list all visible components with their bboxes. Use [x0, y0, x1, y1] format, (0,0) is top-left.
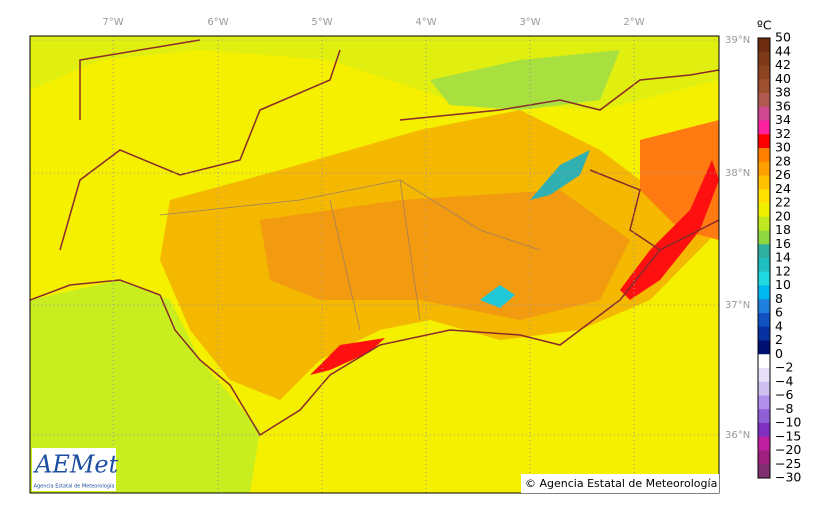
- colorbar-swatch: [758, 120, 770, 135]
- colorbar-swatch: [758, 368, 770, 383]
- colorbar-swatch: [758, 134, 770, 149]
- longitude-label: 2°W: [623, 17, 644, 28]
- colorbar-swatch: [758, 395, 770, 410]
- logo-subtitle: Agencia Estatal de Meteorología: [34, 483, 115, 490]
- colorbar-swatch: [758, 381, 770, 396]
- latitude-label: 36°N: [725, 430, 750, 441]
- colorbar-label: −20: [775, 442, 801, 457]
- graticule: [30, 36, 719, 493]
- colorbar-swatch: [758, 409, 770, 424]
- colorbar-swatch: [758, 436, 770, 451]
- hottest-coast: [310, 338, 385, 375]
- colorbar-swatch: [758, 354, 770, 369]
- cold-spot: [530, 150, 590, 200]
- latitude-label: 37°N: [725, 300, 750, 311]
- colorbar-label: 38: [775, 85, 791, 100]
- colorbar-label: −6: [775, 387, 793, 402]
- map-frame: [29, 35, 720, 494]
- longitude-label: 4°W: [415, 17, 436, 28]
- colorbar-label: 30: [775, 140, 791, 155]
- colorbar-swatch: [758, 326, 770, 341]
- colorbar-swatch: [758, 464, 770, 479]
- colorbar-label: 16: [775, 236, 791, 251]
- colorbar-label: 22: [775, 195, 791, 210]
- colorbar-swatch: [758, 216, 770, 231]
- colorbar-label: 4: [775, 318, 783, 333]
- colorbar-label: −25: [775, 456, 801, 471]
- colorbar-swatch: [758, 271, 770, 286]
- colorbar-label: −8: [775, 401, 793, 416]
- colorbar-swatch: [758, 258, 770, 273]
- cool-zone: [430, 50, 620, 110]
- colorbar-label: −30: [775, 470, 801, 485]
- hot-zone: [260, 190, 630, 320]
- colorbar-swatch: [758, 189, 770, 204]
- colorbar-swatch: [758, 285, 770, 300]
- colorbar-label: 12: [775, 263, 791, 278]
- latitude-label: 38°N: [725, 168, 750, 179]
- hottest-east: [620, 160, 719, 300]
- colorbar-swatch: [758, 65, 770, 80]
- colorbar-label: 34: [775, 112, 791, 127]
- colorbar-swatch: [758, 423, 770, 438]
- colorbar-label: −10: [775, 415, 801, 430]
- colorbar-swatch: [758, 51, 770, 66]
- latitude-label: 39°N: [725, 35, 750, 46]
- colorbar-swatch: [758, 93, 770, 108]
- colorbar-label: 32: [775, 126, 791, 141]
- colorbar-label: 26: [775, 167, 791, 182]
- colorbar-swatch: [758, 161, 770, 176]
- colorbar-label: 14: [775, 250, 791, 265]
- colorbar-label: 44: [775, 43, 791, 58]
- colorbar-label: 42: [775, 57, 791, 72]
- colorbar-swatch: [758, 313, 770, 328]
- colorbar-frame: [757, 37, 771, 479]
- colorbar-swatch: [758, 148, 770, 163]
- colorbar-swatch: [758, 230, 770, 245]
- colorbar-label: 24: [775, 181, 791, 196]
- logo-box: [32, 448, 116, 491]
- longitude-label: 6°W: [207, 17, 228, 28]
- colorbar-swatch: [758, 203, 770, 218]
- colorbar-label: 36: [775, 98, 791, 113]
- coastline: [30, 219, 719, 437]
- colorbar-label: 28: [775, 153, 791, 168]
- copyright-box: [521, 474, 719, 493]
- colorbar-label: 6: [775, 305, 783, 320]
- colorbar-unit: ºC: [757, 18, 772, 33]
- copyright: © Agencia Estatal de Meteorología: [525, 477, 717, 490]
- colorbar-swatch: [758, 175, 770, 190]
- colorbar-swatch: [758, 340, 770, 355]
- atlantic: [30, 280, 260, 493]
- colorbar-swatch: [758, 244, 770, 259]
- colorbar-label: −15: [775, 428, 801, 443]
- colorbar-swatch: [758, 299, 770, 314]
- border: [59, 39, 719, 251]
- colorbar-swatch: [758, 450, 770, 465]
- longitude-label: 3°W: [519, 17, 540, 28]
- colorbar-swatch: [758, 106, 770, 121]
- colorbar-label: 20: [775, 208, 791, 223]
- logo-name: AEMet: [33, 451, 119, 479]
- colorbar-label: 2: [775, 332, 783, 347]
- map-area: [30, 36, 719, 493]
- colorbar-label: 18: [775, 222, 791, 237]
- longitude-label: 7°W: [102, 17, 123, 28]
- colorbar-label: 8: [775, 291, 783, 306]
- colorbar-label: −2: [775, 360, 793, 375]
- colorbar-swatch: [758, 79, 770, 94]
- colorbar-swatch: [758, 38, 770, 53]
- colorbar-label: 10: [775, 277, 791, 292]
- province-border: [159, 179, 541, 331]
- colorbar-label: 0: [775, 346, 783, 361]
- colorbar-label: 40: [775, 71, 791, 86]
- cold-spot: [480, 285, 515, 308]
- colorbar-label: −4: [775, 373, 793, 388]
- colorbar-label: 50: [775, 30, 791, 45]
- longitude-label: 5°W: [311, 17, 332, 28]
